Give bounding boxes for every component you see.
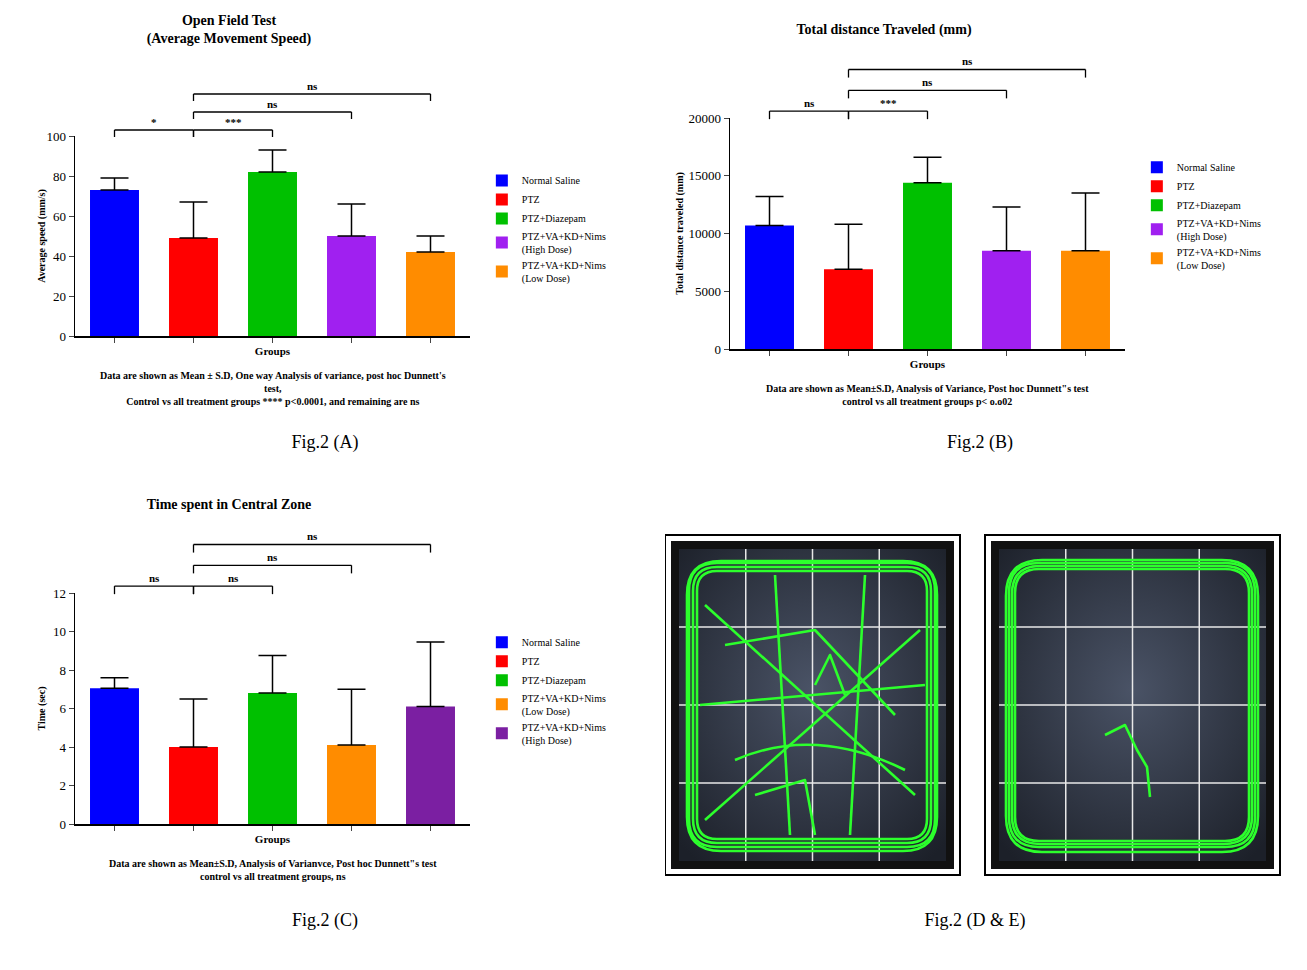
html-text:Fig.2 (A): Fig.2 (A) xyxy=(291,432,359,452)
svg-text:ns: ns xyxy=(804,97,815,109)
svg-text:10: 10 xyxy=(53,624,66,639)
svg-text:Data are shown as Mean±S.D, An: Data are shown as Mean±S.D, Analysis of … xyxy=(109,858,437,882)
svg-text:PTZ+VA+KD+Nims(High Dose): PTZ+VA+KD+Nims(High Dose) xyxy=(1177,218,1261,243)
svg-text:80: 80 xyxy=(53,169,66,184)
svg-text:Time (sec): Time (sec) xyxy=(36,687,48,731)
svg-text:PTZ+VA+KD+Nims(Low Dose): PTZ+VA+KD+Nims(Low Dose) xyxy=(522,260,606,285)
svg-text:Time spent in Central Zone: Time spent in Central Zone xyxy=(147,497,312,512)
svg-text:60: 60 xyxy=(53,209,66,224)
svg-text:0: 0 xyxy=(59,329,66,344)
svg-text:6: 6 xyxy=(59,701,66,716)
svg-text:ns: ns xyxy=(307,530,318,542)
svg-text:Groups: Groups xyxy=(255,833,291,845)
svg-text:Data are shown as Mean ± S.D,: Data are shown as Mean ± S.D, One way An… xyxy=(100,370,446,407)
svg-text:Open Field Test(Average Moveme: Open Field Test(Average Movement Speed) xyxy=(147,13,312,47)
html-text:Fig.2 (B): Fig.2 (B) xyxy=(947,432,1013,452)
svg-text:PTZ+VA+KD+Nims(Low Dose): PTZ+VA+KD+Nims(Low Dose) xyxy=(522,693,606,718)
svg-text:ns: ns xyxy=(307,80,318,92)
svg-text:***: *** xyxy=(880,97,897,109)
svg-text:Normal Saline: Normal Saline xyxy=(1177,162,1236,173)
svg-text:PTZ+Diazepam: PTZ+Diazepam xyxy=(522,675,586,686)
svg-text:ns: ns xyxy=(267,551,278,563)
svg-text:10000: 10000 xyxy=(688,226,721,241)
svg-text:Groups: Groups xyxy=(255,345,291,357)
svg-text:20: 20 xyxy=(53,289,66,304)
svg-text:PTZ: PTZ xyxy=(1177,181,1195,192)
svg-text:40: 40 xyxy=(53,249,66,264)
html-text:Fig.2 (C): Fig.2 (C) xyxy=(292,910,358,930)
svg-text:PTZ+VA+KD+Nims(Low Dose): PTZ+VA+KD+Nims(Low Dose) xyxy=(1177,247,1261,272)
html-text:Fig.2 (D & E): Fig.2 (D & E) xyxy=(924,910,1026,930)
svg-text:PTZ+Diazepam: PTZ+Diazepam xyxy=(522,213,586,224)
svg-text:Groups: Groups xyxy=(910,358,946,370)
svg-text:ns: ns xyxy=(149,572,160,584)
svg-text:Normal Saline: Normal Saline xyxy=(522,637,581,648)
svg-text:PTZ+VA+KD+Nims(High Dose): PTZ+VA+KD+Nims(High Dose) xyxy=(522,231,606,256)
svg-text:PTZ: PTZ xyxy=(522,656,540,667)
svg-text:PTZ+Diazepam: PTZ+Diazepam xyxy=(1177,200,1241,211)
svg-text:100: 100 xyxy=(46,129,66,144)
svg-text:Total distance Traveled (mm): Total distance Traveled (mm) xyxy=(796,22,971,38)
svg-text:2: 2 xyxy=(59,778,66,793)
svg-text:5000: 5000 xyxy=(695,284,721,299)
svg-text:8: 8 xyxy=(59,663,66,678)
svg-text:Average speed (mm/s): Average speed (mm/s) xyxy=(36,189,48,283)
svg-text:20000: 20000 xyxy=(688,111,721,126)
svg-text:PTZ: PTZ xyxy=(522,194,540,205)
svg-text:***: *** xyxy=(225,116,242,128)
svg-text:Normal Saline: Normal Saline xyxy=(522,175,581,186)
svg-text:ns: ns xyxy=(922,76,933,88)
svg-text:0: 0 xyxy=(59,817,66,832)
svg-text:ns: ns xyxy=(267,98,278,110)
svg-text:PTZ+VA+KD+Nims(High Dose): PTZ+VA+KD+Nims(High Dose) xyxy=(522,722,606,747)
svg-text:15000: 15000 xyxy=(688,168,721,183)
svg-text:ns: ns xyxy=(228,572,239,584)
svg-text:12: 12 xyxy=(53,586,66,601)
svg-text:*: * xyxy=(151,116,157,128)
svg-text:ns: ns xyxy=(962,55,973,67)
svg-text:Data are shown as Mean±S.D, An: Data are shown as Mean±S.D, Analysis of … xyxy=(766,383,1089,407)
svg-text:Total distance traveled (mm): Total distance traveled (mm) xyxy=(674,172,686,295)
svg-text:4: 4 xyxy=(59,740,66,755)
svg-text:0: 0 xyxy=(714,342,721,357)
